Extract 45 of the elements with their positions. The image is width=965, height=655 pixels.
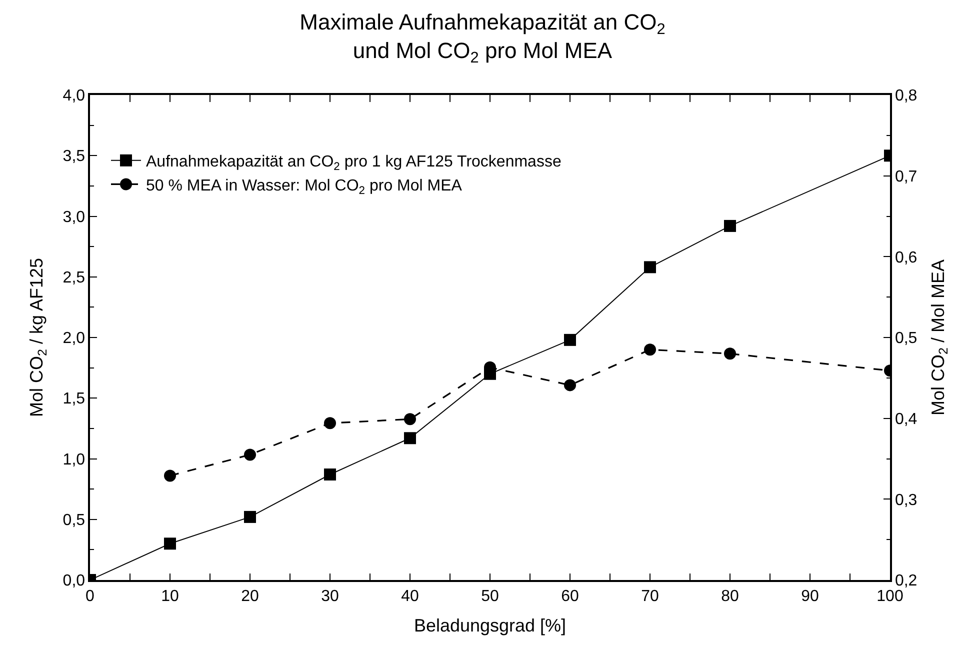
x-tick-label: 20 <box>241 588 259 605</box>
point <box>724 348 736 360</box>
y2-tick-label: 0,7 <box>894 168 918 186</box>
y2-tick-label: 0,3 <box>894 492 918 509</box>
point <box>324 417 336 430</box>
y2-tick-label: 0,4 <box>894 410 918 428</box>
point <box>644 344 656 356</box>
x-tick-label: 10 <box>161 588 179 605</box>
legend-label: 50 % MEA in Wasser: Mol CO$_{2}$ pro Mol MEA <box>146 177 462 197</box>
x-tick-label: 30 <box>321 588 339 605</box>
y-tick-label: 2,0 <box>62 330 86 348</box>
point <box>244 448 256 461</box>
point <box>564 379 576 392</box>
y2-tick-label: 0,5 <box>894 330 918 348</box>
point <box>724 220 736 232</box>
x-tick-label: 0 <box>86 588 95 605</box>
y2-tick-label: 0,6 <box>894 249 918 266</box>
point <box>164 470 176 482</box>
x-tick-label: 90 <box>801 588 819 605</box>
x-tick-label: 40 <box>401 588 419 605</box>
y-tick-label: 3,0 <box>62 208 86 226</box>
y-tick-label: 1,5 <box>62 390 86 408</box>
point <box>164 538 176 550</box>
point <box>324 468 336 481</box>
point <box>404 413 416 426</box>
x-tick-label: 50 <box>481 588 499 605</box>
y-tick-label: 2,5 <box>62 269 86 286</box>
y-tick-label: 1,0 <box>62 451 86 468</box>
point <box>404 432 416 444</box>
chart-title: Maximale Aufnahmekapazität an CO$_{2}$ und Mol CO$_{2}$ pro Mol MEA <box>300 9 666 67</box>
y-tick-label: 0,5 <box>62 512 86 529</box>
y-tick-label: 0,0 <box>62 572 86 590</box>
x-tick-label: 80 <box>721 588 739 605</box>
y-tick-label: 4,0 <box>62 88 86 105</box>
x-axis-title: Beladungsgrad [%] <box>414 616 566 636</box>
point <box>564 334 576 346</box>
y-tick-label: 3,5 <box>62 148 86 166</box>
y2-tick-label: 0,8 <box>894 88 918 105</box>
y2-tick-label: 0,2 <box>894 572 918 590</box>
legend-label: Aufnahmekapazität an CO$_{2}$ pro 1 kg AF125 Trockenmasse <box>146 154 562 173</box>
x-tick-label: 100 <box>876 588 904 605</box>
x-tick-label: 70 <box>641 588 659 605</box>
point <box>644 261 656 274</box>
point <box>244 510 256 523</box>
x-tick-label: 60 <box>561 588 579 605</box>
